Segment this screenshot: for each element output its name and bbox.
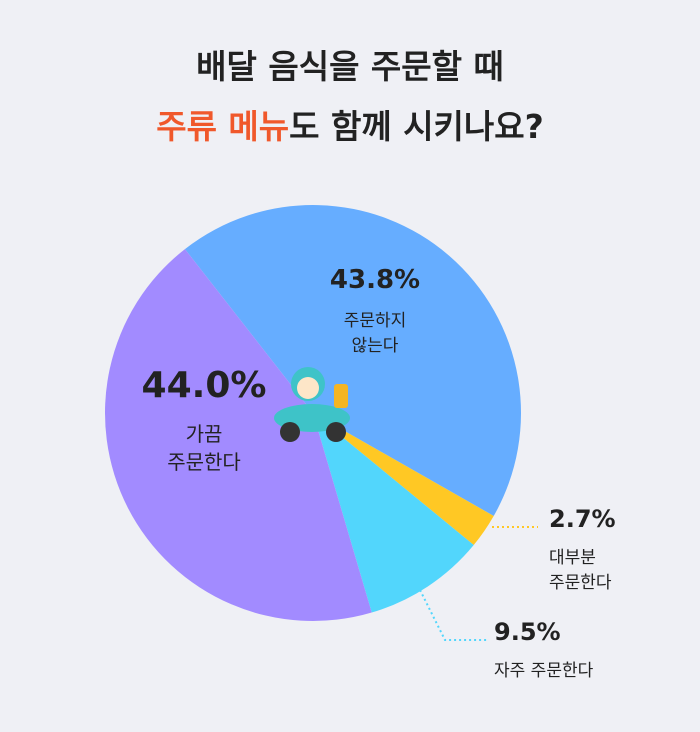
category-label: 주문한다 (167, 450, 241, 474)
title-text: 배달 음식을 주문할 때 (196, 47, 504, 86)
category-label: 주문한다 (549, 573, 612, 593)
leader-line (419, 589, 488, 641)
title-text: 도 함께 시키나요? (289, 107, 544, 146)
scooter-icon (274, 367, 350, 442)
category-label: 대부분 (549, 548, 596, 568)
value-label: 2.7% (549, 505, 616, 533)
category-label: 주문하지 (344, 311, 407, 331)
pie-slice (313, 413, 474, 613)
pie-slice (184, 205, 521, 516)
category-label: 자주 주문한다 (494, 661, 594, 681)
title-line-1: 배달 음식을 주문할 때 (196, 47, 504, 86)
category-label: 가끔 (186, 422, 223, 446)
value-label: 9.5% (494, 618, 561, 646)
title-line-2: 주류 메뉴도 함께 시키나요? (156, 107, 544, 146)
value-label: 43.8% (330, 265, 420, 295)
title-highlight: 주류 메뉴 (156, 107, 289, 146)
pie-slice (105, 249, 372, 622)
value-label: 44.0% (142, 365, 267, 406)
pie-slice (313, 413, 494, 546)
pie (105, 205, 521, 622)
category-label: 않는다 (352, 336, 399, 356)
